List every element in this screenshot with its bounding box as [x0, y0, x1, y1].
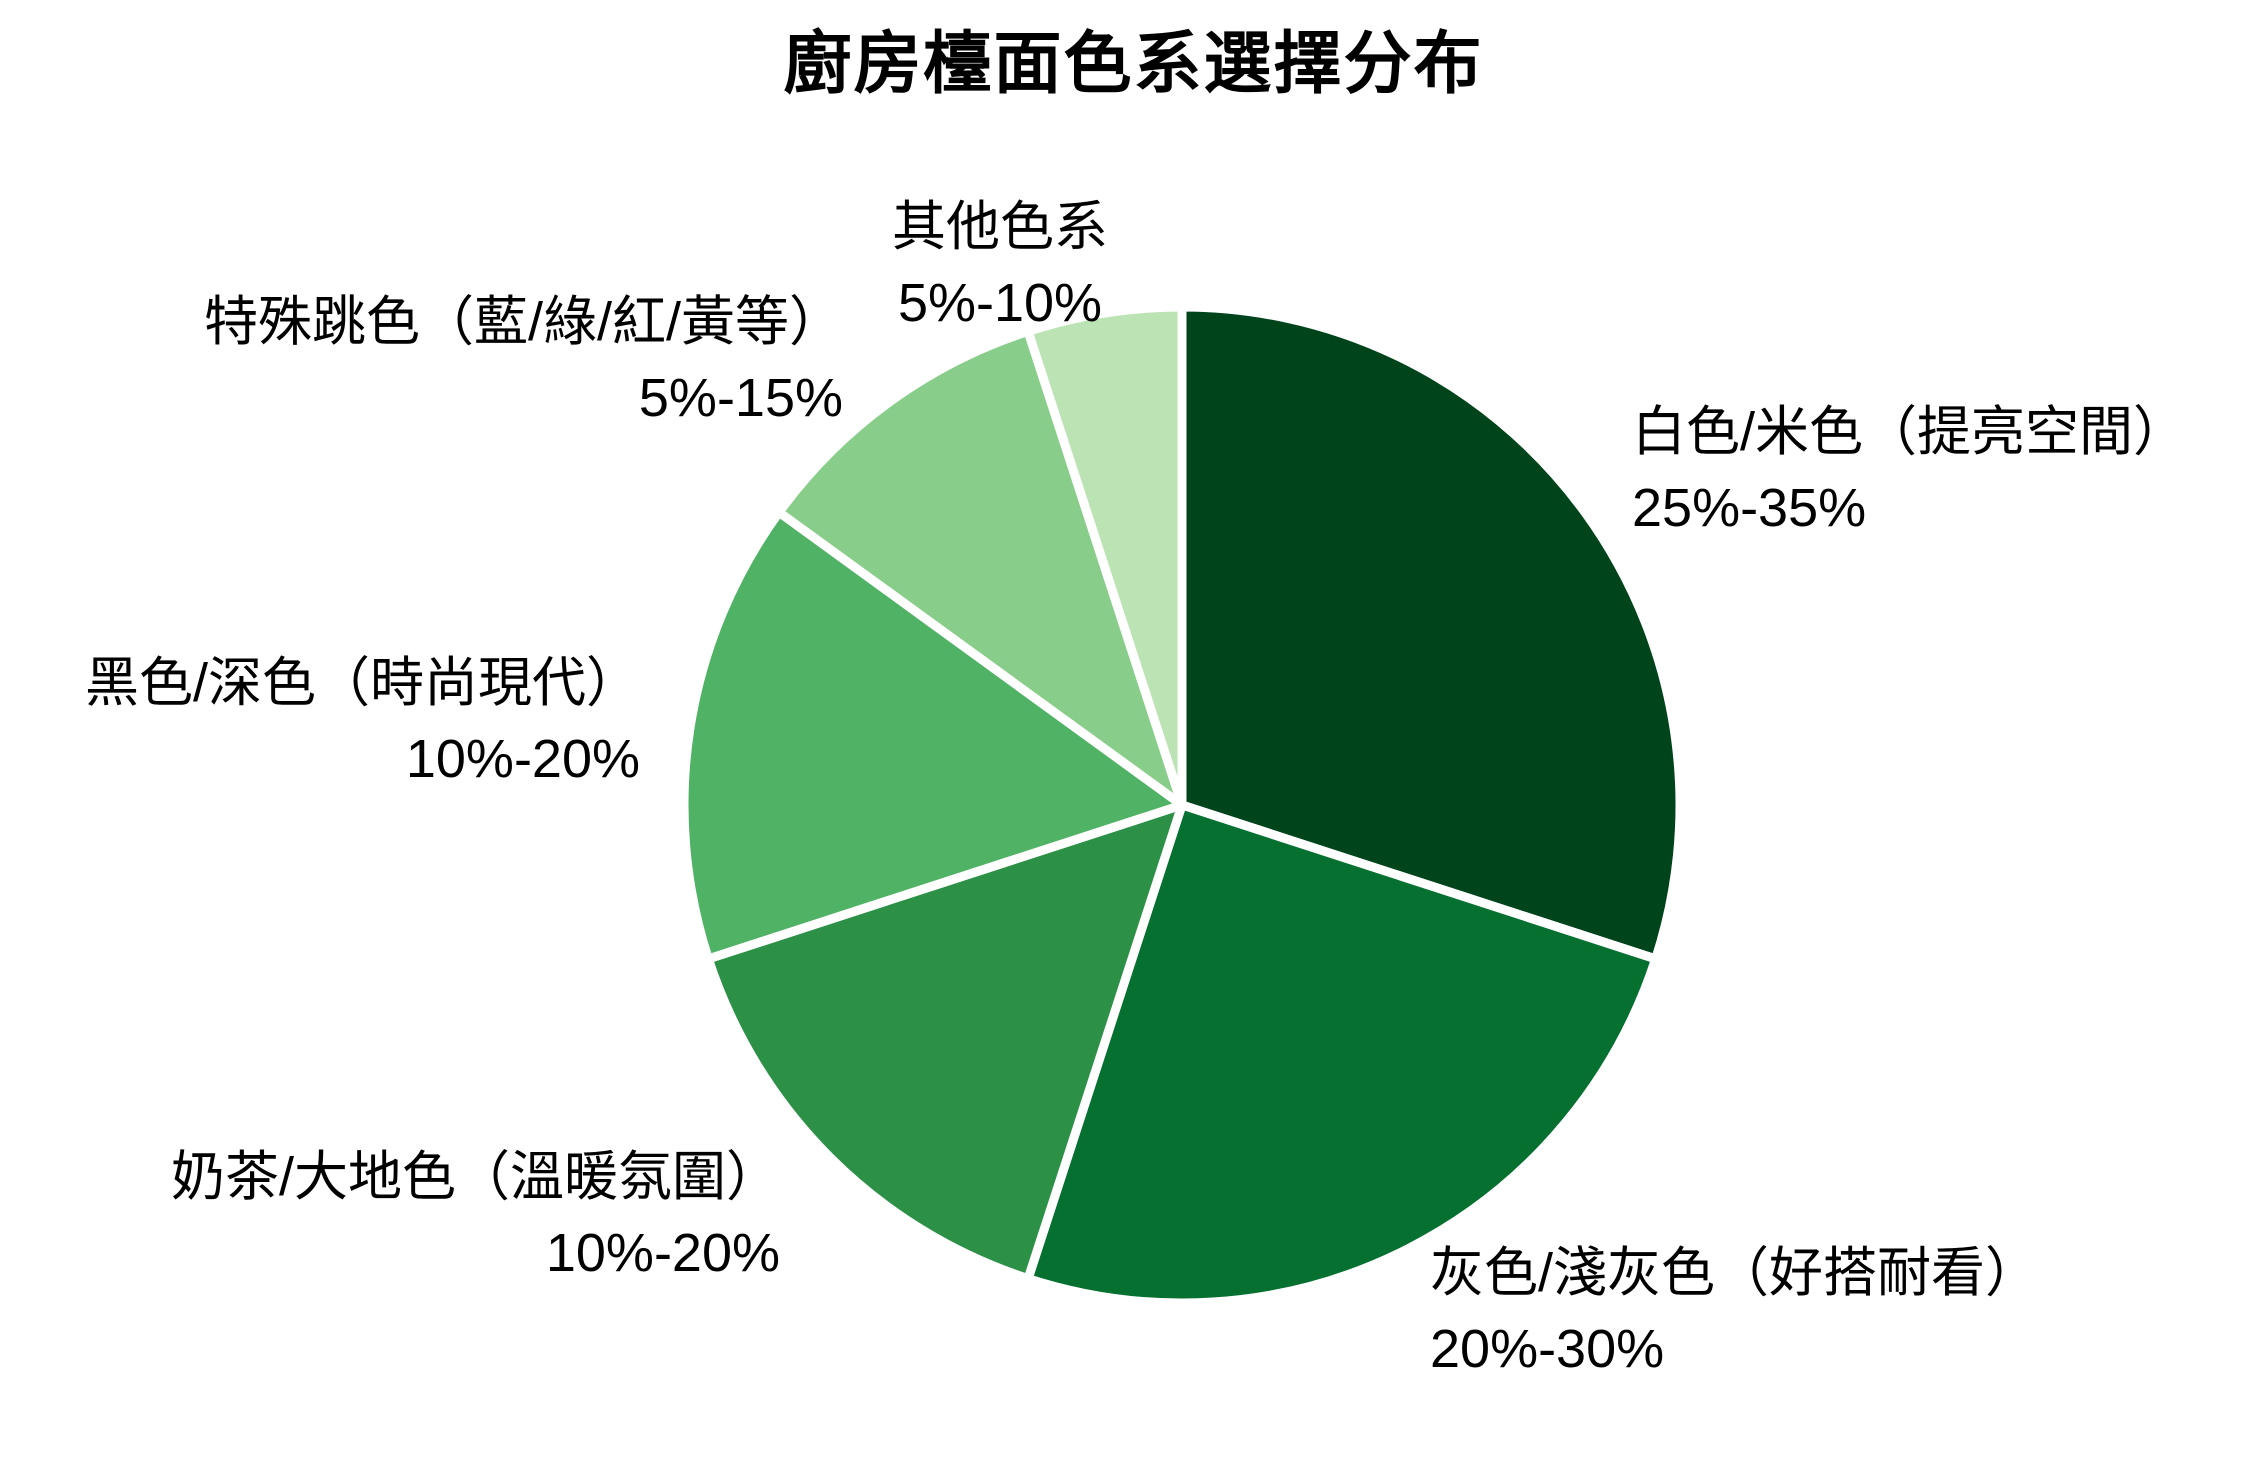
slice-label-accent-colors: 特殊跳色（藍/綠/紅/黃等） 5%-15% — [95, 285, 843, 436]
slice-label-white-beige: 白色/米色（提亮空間） 25%-35% — [1632, 395, 2187, 546]
chart-title: 廚房檯面色系選擇分布 — [783, 26, 1484, 102]
pie-chart — [679, 302, 1685, 1308]
slice-label-text: 特殊跳色（藍/綠/紅/黃等） — [203, 292, 843, 352]
pie-slice-0 — [1177, 302, 1685, 964]
slice-label-text: 其他色系 — [892, 197, 1108, 257]
pie-slice-4 — [774, 326, 1187, 810]
slice-label-text: 黑色/深色（時尚現代） — [84, 653, 640, 713]
pie-slice-5 — [1023, 302, 1187, 810]
slice-label-text: 灰色/淺灰色（好搭耐看） — [1430, 1243, 2040, 1303]
slice-label-text: 奶茶/大地色（溫暖氛圍） — [170, 1147, 780, 1207]
slice-range-text: 20%-30% — [1430, 1318, 1665, 1379]
slice-range-text: 25%-35% — [1632, 477, 1867, 538]
slice-label-text: 白色/米色（提亮空間） — [1632, 402, 2188, 462]
slice-range-text: 10%-20% — [545, 1222, 780, 1283]
slice-label-milktea-earth: 奶茶/大地色（溫暖氛圍） 10%-20% — [80, 1140, 780, 1291]
pie-slice-1 — [1023, 800, 1661, 1308]
slice-label-black-dark: 黑色/深色（時尚現代） 10%-20% — [0, 646, 640, 797]
slice-range-text: 5%-15% — [638, 367, 843, 428]
slice-label-gray: 灰色/淺灰色（好搭耐看） 20%-30% — [1430, 1236, 2039, 1387]
pie-slice-3 — [679, 507, 1187, 964]
slice-range-text: 5%-10% — [897, 272, 1103, 333]
slice-label-other: 其他色系 5%-10% — [800, 190, 1200, 341]
slice-range-text: 10%-20% — [405, 728, 640, 789]
